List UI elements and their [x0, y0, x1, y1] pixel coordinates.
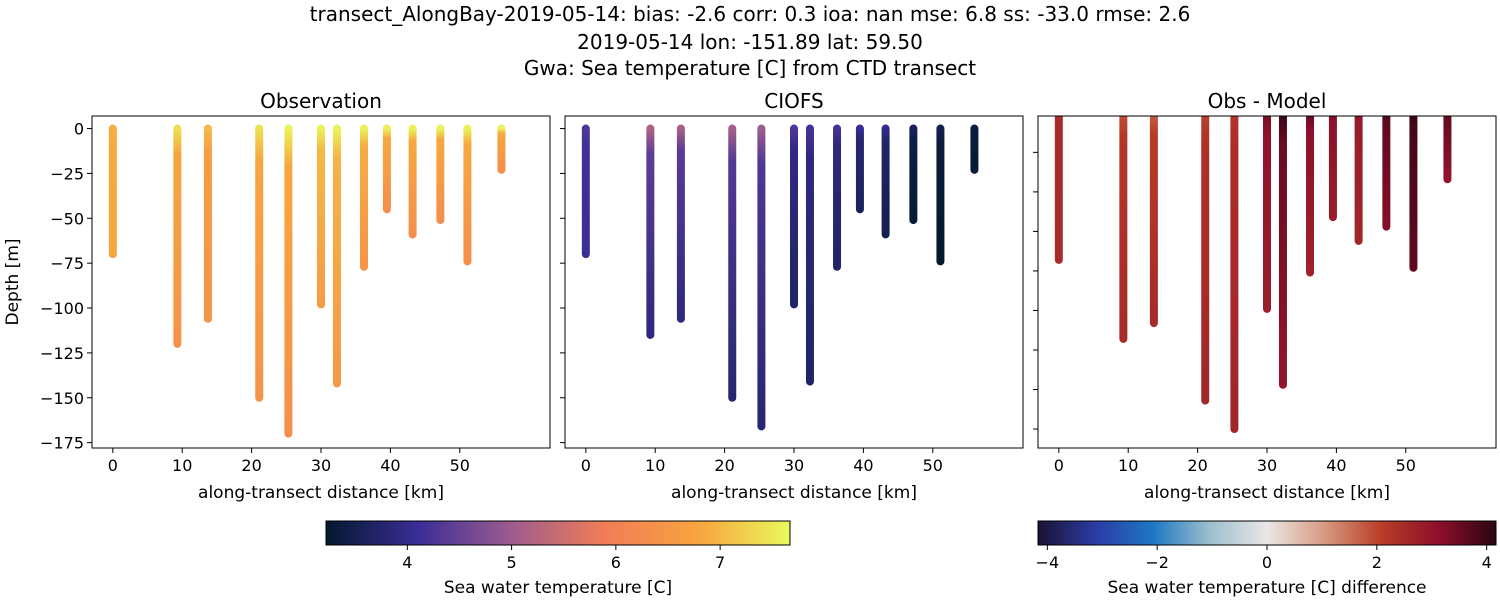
colorbar-1: −4 −2 0 2 4 Sea water temperature [C] differe… [1036, 520, 1497, 598]
x-axis-label: along-transect distance [km] [1144, 483, 1390, 503]
y-tick-label: 0 [74, 120, 84, 139]
title-line1: transect_AlongBay-2019-05-14: bias: -2.6… [309, 2, 1191, 26]
x-tick-label: 0 [581, 456, 591, 475]
x-tick-label: 30 [1257, 456, 1277, 475]
y-axis-label: Depth [m] [3, 238, 23, 325]
colorbar-gradient [1037, 520, 1497, 546]
x-tick-label: 50 [1396, 456, 1416, 475]
y-tick-label: −75 [50, 254, 84, 273]
x-tick-label: 10 [645, 456, 665, 475]
x-tick-label: 30 [784, 456, 804, 475]
colorbar-label: Sea water temperature [C] difference [1107, 578, 1426, 598]
x-tick-label: 0 [1054, 456, 1064, 475]
x-tick-label: 10 [172, 456, 192, 475]
x-tick-label: 0 [108, 456, 118, 475]
colorbar-0: 4 5 6 7 Sea water temperature [C] [325, 520, 791, 598]
x-axis-label: along-transect distance [km] [671, 483, 917, 503]
panel-title: Observation [260, 89, 382, 113]
x-tick-label: 20 [241, 456, 261, 475]
panel-1: CIOFS 0 10 20 30 40 50 along-transect distance … [560, 89, 1024, 503]
y-tick-label: −25 [50, 164, 84, 183]
x-tick-label: 50 [450, 456, 470, 475]
x-tick-label: 30 [311, 456, 331, 475]
panel-title: Obs - Model [1208, 89, 1327, 113]
colorbar-tick-label: −4 [1036, 553, 1060, 572]
colorbar-tick-label: 2 [1372, 553, 1382, 572]
x-tick-label: 50 [923, 456, 943, 475]
x-tick-label: 40 [1326, 456, 1346, 475]
colorbar-tick-label: 4 [1482, 553, 1492, 572]
colorbar-tick-label: 5 [507, 553, 517, 572]
y-tick-label: −175 [40, 434, 84, 453]
colorbar-tick-label: 4 [402, 553, 412, 572]
title-line2: 2019-05-14 lon: -151.89 lat: 59.50 [577, 30, 923, 54]
panel-0: Observation 0 10 20 30 40 50 along-transect dis… [3, 89, 551, 503]
x-axis-label: along-transect distance [km] [198, 483, 444, 503]
y-tick-label: −150 [40, 389, 84, 408]
colorbar-gradient [325, 520, 791, 546]
x-tick-label: 10 [1118, 456, 1138, 475]
colorbar-tick-label: 6 [611, 553, 621, 572]
y-tick-label: −125 [40, 344, 84, 363]
title-line3: Gwa: Sea temperature [C] from CTD transe… [523, 56, 977, 80]
colorbar-tick-label: 0 [1262, 553, 1272, 572]
x-tick-label: 20 [714, 456, 734, 475]
panel-title: CIOFS [764, 89, 823, 113]
x-tick-label: 40 [853, 456, 873, 475]
x-tick-label: 20 [1187, 456, 1207, 475]
colorbar-tick-label: 7 [715, 553, 725, 572]
y-tick-label: −50 [50, 209, 84, 228]
x-tick-label: 40 [380, 456, 400, 475]
colorbar-tick-label: −2 [1145, 553, 1169, 572]
y-tick-label: −100 [40, 299, 84, 318]
panel-2: Obs - Model 0 10 20 30 40 50 along-transect dis… [1033, 89, 1497, 503]
colorbar-label: Sea water temperature [C] [444, 578, 672, 598]
